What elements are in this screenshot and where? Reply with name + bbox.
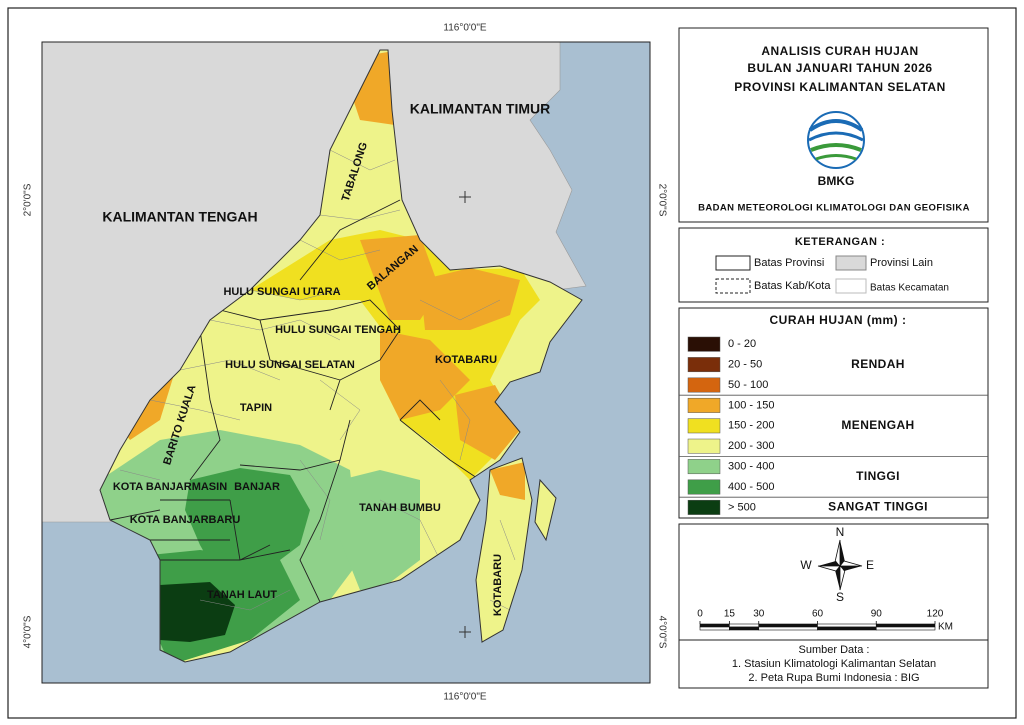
legend-group: RENDAH — [851, 357, 905, 371]
legend-swatch — [687, 499, 721, 515]
legend-range: > 500 — [728, 501, 756, 513]
region-label: BANJAR — [234, 481, 280, 493]
scale-segment — [699, 626, 730, 631]
scale-label: 90 — [871, 609, 883, 620]
zone-100-150 — [360, 235, 440, 320]
title-line: BULAN JANUARI TAHUN 2026 — [747, 61, 932, 75]
title-line: PROVINSI KALIMANTAN SELATAN — [734, 80, 946, 94]
region-label: HULU SUNGAI TENGAH — [275, 324, 401, 336]
symbol-district-boundary — [835, 278, 867, 294]
scale-label: 30 — [753, 609, 765, 620]
scale-segment — [817, 623, 877, 628]
symbol-regency-boundary — [715, 278, 751, 294]
legend-panel — [678, 307, 989, 519]
legend-title: CURAH HUJAN (mm) : — [770, 313, 907, 327]
scale-unit: KM — [938, 622, 953, 633]
logo-text: BMKG — [818, 174, 855, 188]
compass-letter: W — [800, 558, 812, 572]
zone-100-150 — [420, 268, 520, 330]
compass-letter: E — [866, 558, 874, 572]
scale-segment — [875, 623, 936, 628]
region-label: TANAH BUMBU — [359, 502, 441, 514]
zone-300-400 — [340, 470, 420, 590]
legend-swatch — [687, 438, 721, 454]
region-label: KOTA BANJARBARU — [130, 514, 241, 526]
legend-range: 20 - 50 — [728, 359, 762, 371]
scale-segment — [758, 623, 818, 628]
legend-range: 400 - 500 — [728, 481, 774, 493]
region-label: KOTABARU — [435, 354, 497, 366]
scale-segment — [699, 623, 730, 628]
coord-label: 2°0'0"S — [656, 184, 667, 217]
scale-segment — [875, 626, 936, 631]
zone-100-150 — [490, 462, 525, 500]
scale-segment — [729, 623, 760, 628]
coord-label: 2°0'0"S — [23, 183, 34, 216]
region-label: KOTA BANJARMASIN — [113, 481, 227, 493]
scale-label: 120 — [927, 609, 944, 620]
legend-group: MENENGAH — [841, 418, 914, 432]
legend-swatch — [687, 459, 721, 475]
region-label: HULU SUNGAI SELATAN — [225, 359, 355, 371]
source-panel — [678, 639, 989, 689]
logo — [807, 111, 865, 169]
keterangan-title: KETERANGAN : — [795, 236, 885, 248]
agency: BADAN METEOROLOGI KLIMATOLOGI DAN GEOFIS… — [698, 203, 970, 214]
legend-group: SANGAT TINGGI — [828, 500, 928, 514]
compass-letter: S — [836, 590, 844, 604]
scale-segment — [817, 626, 877, 631]
legend-swatch — [687, 479, 721, 495]
graticule-crosses — [459, 191, 471, 638]
source-title: Sumber Data : — [799, 644, 870, 656]
keterangan-item: Batas Kecamatan — [870, 283, 949, 294]
legend-range: 0 - 20 — [728, 338, 756, 350]
source-line: 2. Peta Rupa Bumi Indonesia : BIG — [748, 672, 919, 684]
region-label: KALIMANTAN TENGAH — [102, 209, 257, 225]
region-label: TAPIN — [240, 402, 272, 414]
region-label: KALIMANTAN TIMUR — [410, 101, 551, 117]
symbol-other-province — [835, 255, 867, 271]
region-label: TANAH LAUT — [207, 589, 277, 601]
legend-swatch — [687, 397, 721, 413]
zone-100-150 — [380, 330, 470, 420]
scale-segment — [729, 626, 760, 631]
scale-label: 0 — [697, 609, 703, 620]
legend-range: 150 - 200 — [728, 420, 774, 432]
map-frame — [41, 41, 651, 684]
region-label: KOTABARU — [492, 554, 504, 616]
coord-label: 116°0'0"E — [443, 23, 487, 34]
keterangan-item: Provinsi Lain — [870, 257, 933, 269]
province-outline — [99, 49, 583, 663]
coord-label: 116°0'0"E — [443, 692, 487, 703]
legend-range: 300 - 400 — [728, 461, 774, 473]
zone-over-500 — [160, 582, 235, 642]
legend-range: 50 - 100 — [728, 379, 768, 391]
region-label: HULU SUNGAI UTARA — [223, 286, 340, 298]
coord-label: 4°0'0"S — [23, 615, 34, 648]
compass — [817, 539, 863, 591]
scale-label: 60 — [812, 609, 824, 620]
legend-range: 100 - 150 — [728, 399, 774, 411]
legend-swatch — [687, 377, 721, 393]
legend-group: TINGGI — [856, 469, 900, 483]
scale-segment — [758, 626, 818, 631]
regency-lines — [109, 199, 481, 603]
title-line: ANALISIS CURAH HUJAN — [761, 44, 918, 58]
source-line: 1. Stasiun Klimatologi Kalimantan Selata… — [732, 658, 936, 670]
legend-swatch — [687, 418, 721, 434]
scale-label: 15 — [724, 609, 736, 620]
legend-swatch — [687, 336, 721, 352]
keterangan-item: Batas Kab/Kota — [754, 280, 831, 292]
symbol-province-boundary — [715, 255, 751, 271]
compass-letter: N — [836, 525, 845, 539]
legend-swatch — [687, 357, 721, 373]
keterangan-item: Batas Provinsi — [754, 257, 824, 269]
legend-range: 200 - 300 — [728, 440, 774, 452]
coord-label: 4°0'0"S — [656, 616, 667, 649]
